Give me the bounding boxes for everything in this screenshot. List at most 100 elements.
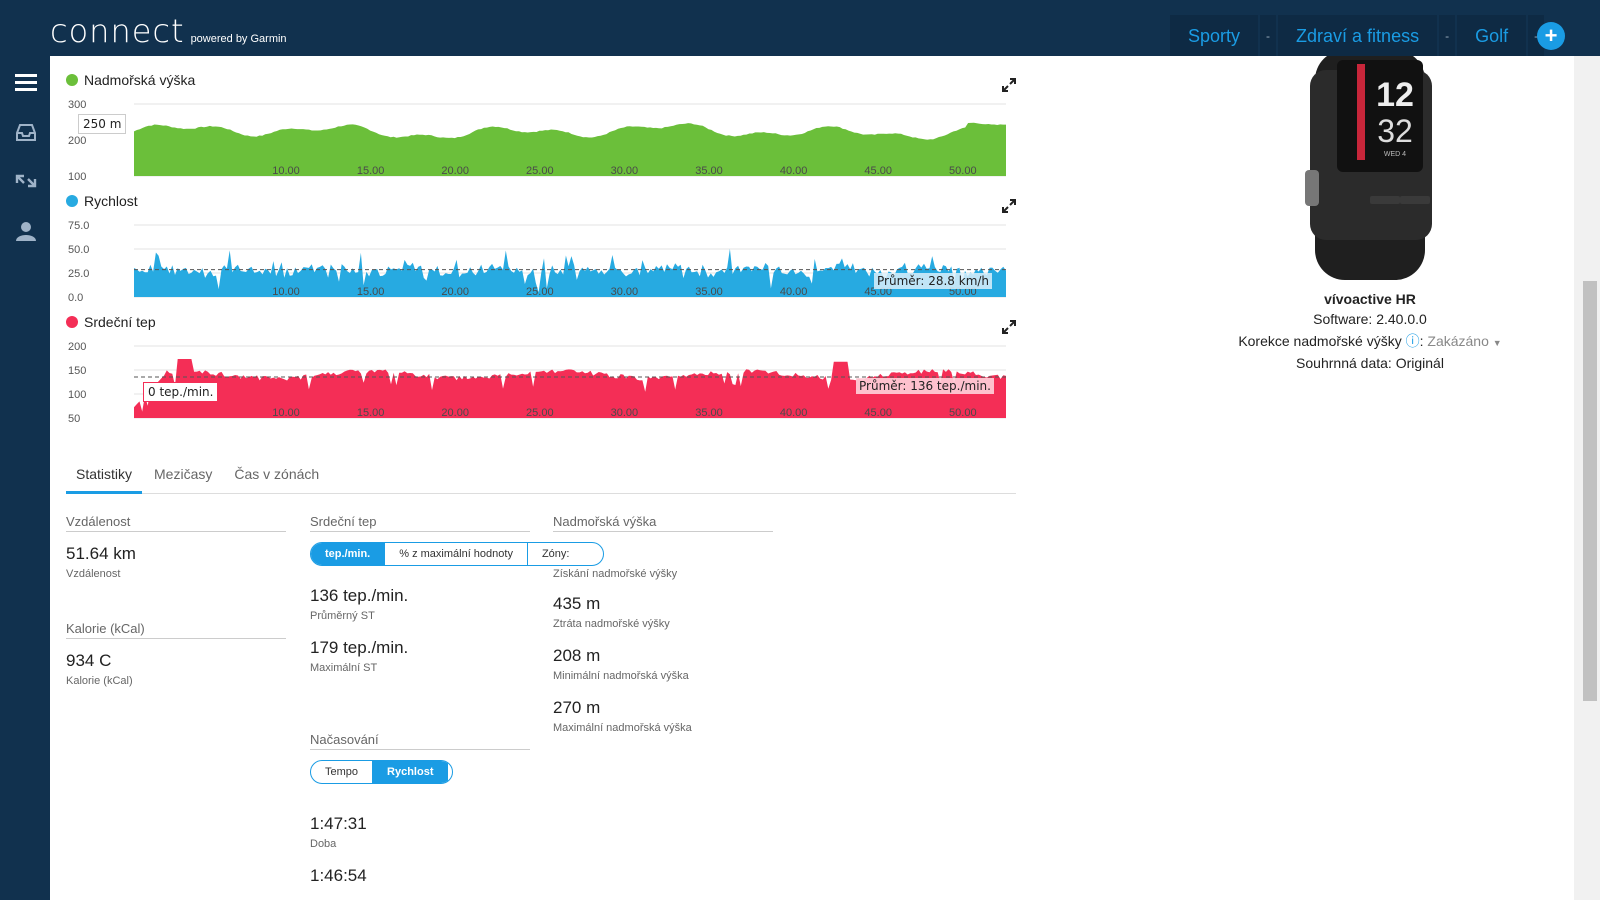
expand-icon[interactable] <box>1002 320 1016 334</box>
calories-label: Kalorie (kCal) <box>66 675 133 687</box>
x-tick-label: 20.00 <box>441 165 469 177</box>
elevation-correction-label: Korekce nadmořské výšky <box>1238 333 1402 349</box>
heart-rate-chart: 200 150 100 50 10.00 15.00 20.00 25.00 30.00 35.0… <box>66 314 1026 436</box>
distance-header: Vzdálenost <box>66 514 286 532</box>
elevation-correction-line: Korekce nadmořské výšky ⓘ: Zakázáno ▼ <box>1238 333 1502 349</box>
speed-area[interactable] <box>134 248 1006 297</box>
x-tick-label: 15.00 <box>357 286 385 298</box>
add-button[interactable]: + <box>1537 22 1565 50</box>
avg-hr-label: Průměrný ST <box>310 610 375 622</box>
pace-speed-toggle: Tempo Rychlost <box>310 760 453 784</box>
nav-sporty[interactable]: Sporty <box>1170 15 1259 57</box>
tab-time-in-zones[interactable]: Čas v zónách <box>234 466 320 482</box>
help-icon[interactable]: ⓘ <box>1405 333 1420 349</box>
chevron-down-icon[interactable]: ▼ <box>1492 338 1502 348</box>
tab-splits[interactable]: Mezičasy <box>154 466 213 482</box>
elevation-header: Nadmořská výška <box>553 514 773 532</box>
y-tick-label: 50.0 <box>68 244 89 256</box>
y-tick-label: 0.0 <box>68 292 83 304</box>
watch-minute: 32 <box>1377 113 1413 149</box>
expand-icon[interactable] <box>1002 78 1016 92</box>
toggle-bpm[interactable]: tep./min. <box>311 543 386 565</box>
speed-chart: 75.0 50.0 25.0 0.0 10.00 15.00 20.00 25.00 30.00… <box>66 193 1026 315</box>
distance-label: Vzdálenost <box>66 568 121 580</box>
y-tick-label: 50 <box>68 413 80 425</box>
elevation-legend-dot <box>66 74 78 86</box>
x-tick-label: 45.00 <box>864 407 892 419</box>
expand-icon[interactable] <box>1002 199 1016 213</box>
user-icon[interactable] <box>15 220 37 242</box>
x-tick-label: 50.00 <box>949 286 977 298</box>
elevation-gain-value: 435 m <box>553 594 601 613</box>
y-tick-label: 100 <box>68 389 86 401</box>
sidebar <box>0 56 50 900</box>
page-scrollbar[interactable] <box>1574 56 1600 900</box>
heart-rate-unit-toggle: tep./min. % z maximální hodnoty Zóny: <box>310 542 604 566</box>
max-hr-label: Maximální ST <box>310 662 378 674</box>
y-tick-label: 300 <box>68 99 86 111</box>
x-tick-label: 15.00 <box>357 407 385 419</box>
moving-time-value: 1:46:54 <box>310 866 367 885</box>
watch-hour: 12 <box>1376 76 1414 114</box>
y-tick-label: 25.0 <box>68 268 89 280</box>
summary-data-label: Souhrnná data: <box>1296 355 1392 371</box>
x-tick-label: 20.00 <box>441 286 469 298</box>
y-tick-label: 150 <box>68 365 86 377</box>
toggle-speed[interactable]: Rychlost <box>373 761 448 783</box>
x-tick-label: 10.00 <box>272 165 300 177</box>
max-hr-value: 179 tep./min. <box>310 638 409 657</box>
software-label: Software: <box>1313 311 1373 327</box>
elevation-loss-value: 208 m <box>553 646 601 665</box>
toggle-percent-max[interactable]: % z maximální hodnoty <box>385 543 528 565</box>
toggle-zones[interactable]: Zóny: <box>541 548 570 560</box>
duration-label: Doba <box>310 838 337 850</box>
timing-stats: Načasování Tempo Rychlost 1:47:31 Doba 1… <box>310 732 530 886</box>
heart-rate-area[interactable] <box>134 359 1006 418</box>
x-tick-label: 35.00 <box>695 286 723 298</box>
calories-header: Kalorie (kCal) <box>66 621 286 639</box>
y-tick-label: 200 <box>68 341 86 353</box>
elevation-chart-svg[interactable]: 300 200 100 10.00 15.00 20.00 25.00 30.00 35.00 4… <box>66 72 1026 194</box>
x-tick-label: 35.00 <box>695 165 723 177</box>
x-tick-label: 20.00 <box>441 407 469 419</box>
heart-rate-header: Srdeční tep <box>310 514 530 532</box>
speed-title-text: Rychlost <box>84 193 138 209</box>
toggle-pace[interactable]: Tempo <box>311 761 374 783</box>
elevation-tooltip: 250 m <box>78 114 127 134</box>
activity-tabs: Statistiky Mezičasy Čas v zónách <box>66 456 1016 494</box>
scrollbar-thumb[interactable] <box>1583 281 1597 701</box>
elevation-area[interactable] <box>134 122 1006 176</box>
heart-rate-average-label: Průměr: 136 tep./min. <box>856 378 994 394</box>
timing-header: Načasování <box>310 732 530 750</box>
x-tick-label: 40.00 <box>780 165 808 177</box>
logo-subtext: powered by Garmin <box>190 33 287 45</box>
speed-average-label: Průměr: 28.8 km/h <box>874 273 993 289</box>
nav-sporty-dropdown[interactable]: - <box>1260 15 1277 57</box>
x-tick-label: 10.00 <box>272 286 300 298</box>
activity-content: 300 200 100 10.00 15.00 20.00 25.00 30.00 35.00 4… <box>50 56 1574 900</box>
heart-rate-chart-svg[interactable]: 200 150 100 50 10.00 15.00 20.00 25.00 30.00 35.0… <box>66 314 1026 436</box>
avg-hr-value: 136 tep./min. <box>310 586 409 605</box>
connect-logo[interactable]: connect powered by Garmin <box>50 12 287 50</box>
summary-data-value: Originál <box>1395 355 1444 371</box>
duration-value: 1:47:31 <box>310 814 367 833</box>
min-elevation-value: 270 m <box>553 698 601 717</box>
nav-health-dropdown[interactable]: - <box>1439 15 1456 57</box>
inbox-icon[interactable] <box>15 121 37 143</box>
heart-rate-tooltip: 0 tep./min. <box>143 382 219 402</box>
tab-statistics[interactable]: Statistiky <box>66 456 143 494</box>
x-tick-label: 15.00 <box>357 165 385 177</box>
connections-icon[interactable] <box>15 170 37 192</box>
y-tick-label: 200 <box>68 135 86 147</box>
x-tick-label: 40.00 <box>780 407 808 419</box>
elevation-correction-dropdown[interactable]: Zakázáno <box>1427 333 1489 349</box>
elevation-title-text: Nadmořská výška <box>84 72 196 88</box>
elevation-chart: 300 200 100 10.00 15.00 20.00 25.00 30.00 35.00 4… <box>66 72 1026 194</box>
x-tick-label: 25.00 <box>526 165 554 177</box>
nav-golf[interactable]: Golf <box>1457 15 1527 57</box>
menu-icon[interactable] <box>15 71 37 93</box>
speed-chart-svg[interactable]: 75.0 50.0 25.0 0.0 10.00 15.00 20.00 25.00 30.00… <box>66 193 1026 315</box>
x-tick-label: 10.00 <box>272 407 300 419</box>
distance-stats: Vzdálenost 51.64 km Vzdálenost <box>66 514 286 580</box>
nav-health-fitness[interactable]: Zdraví a fitness <box>1278 15 1438 57</box>
